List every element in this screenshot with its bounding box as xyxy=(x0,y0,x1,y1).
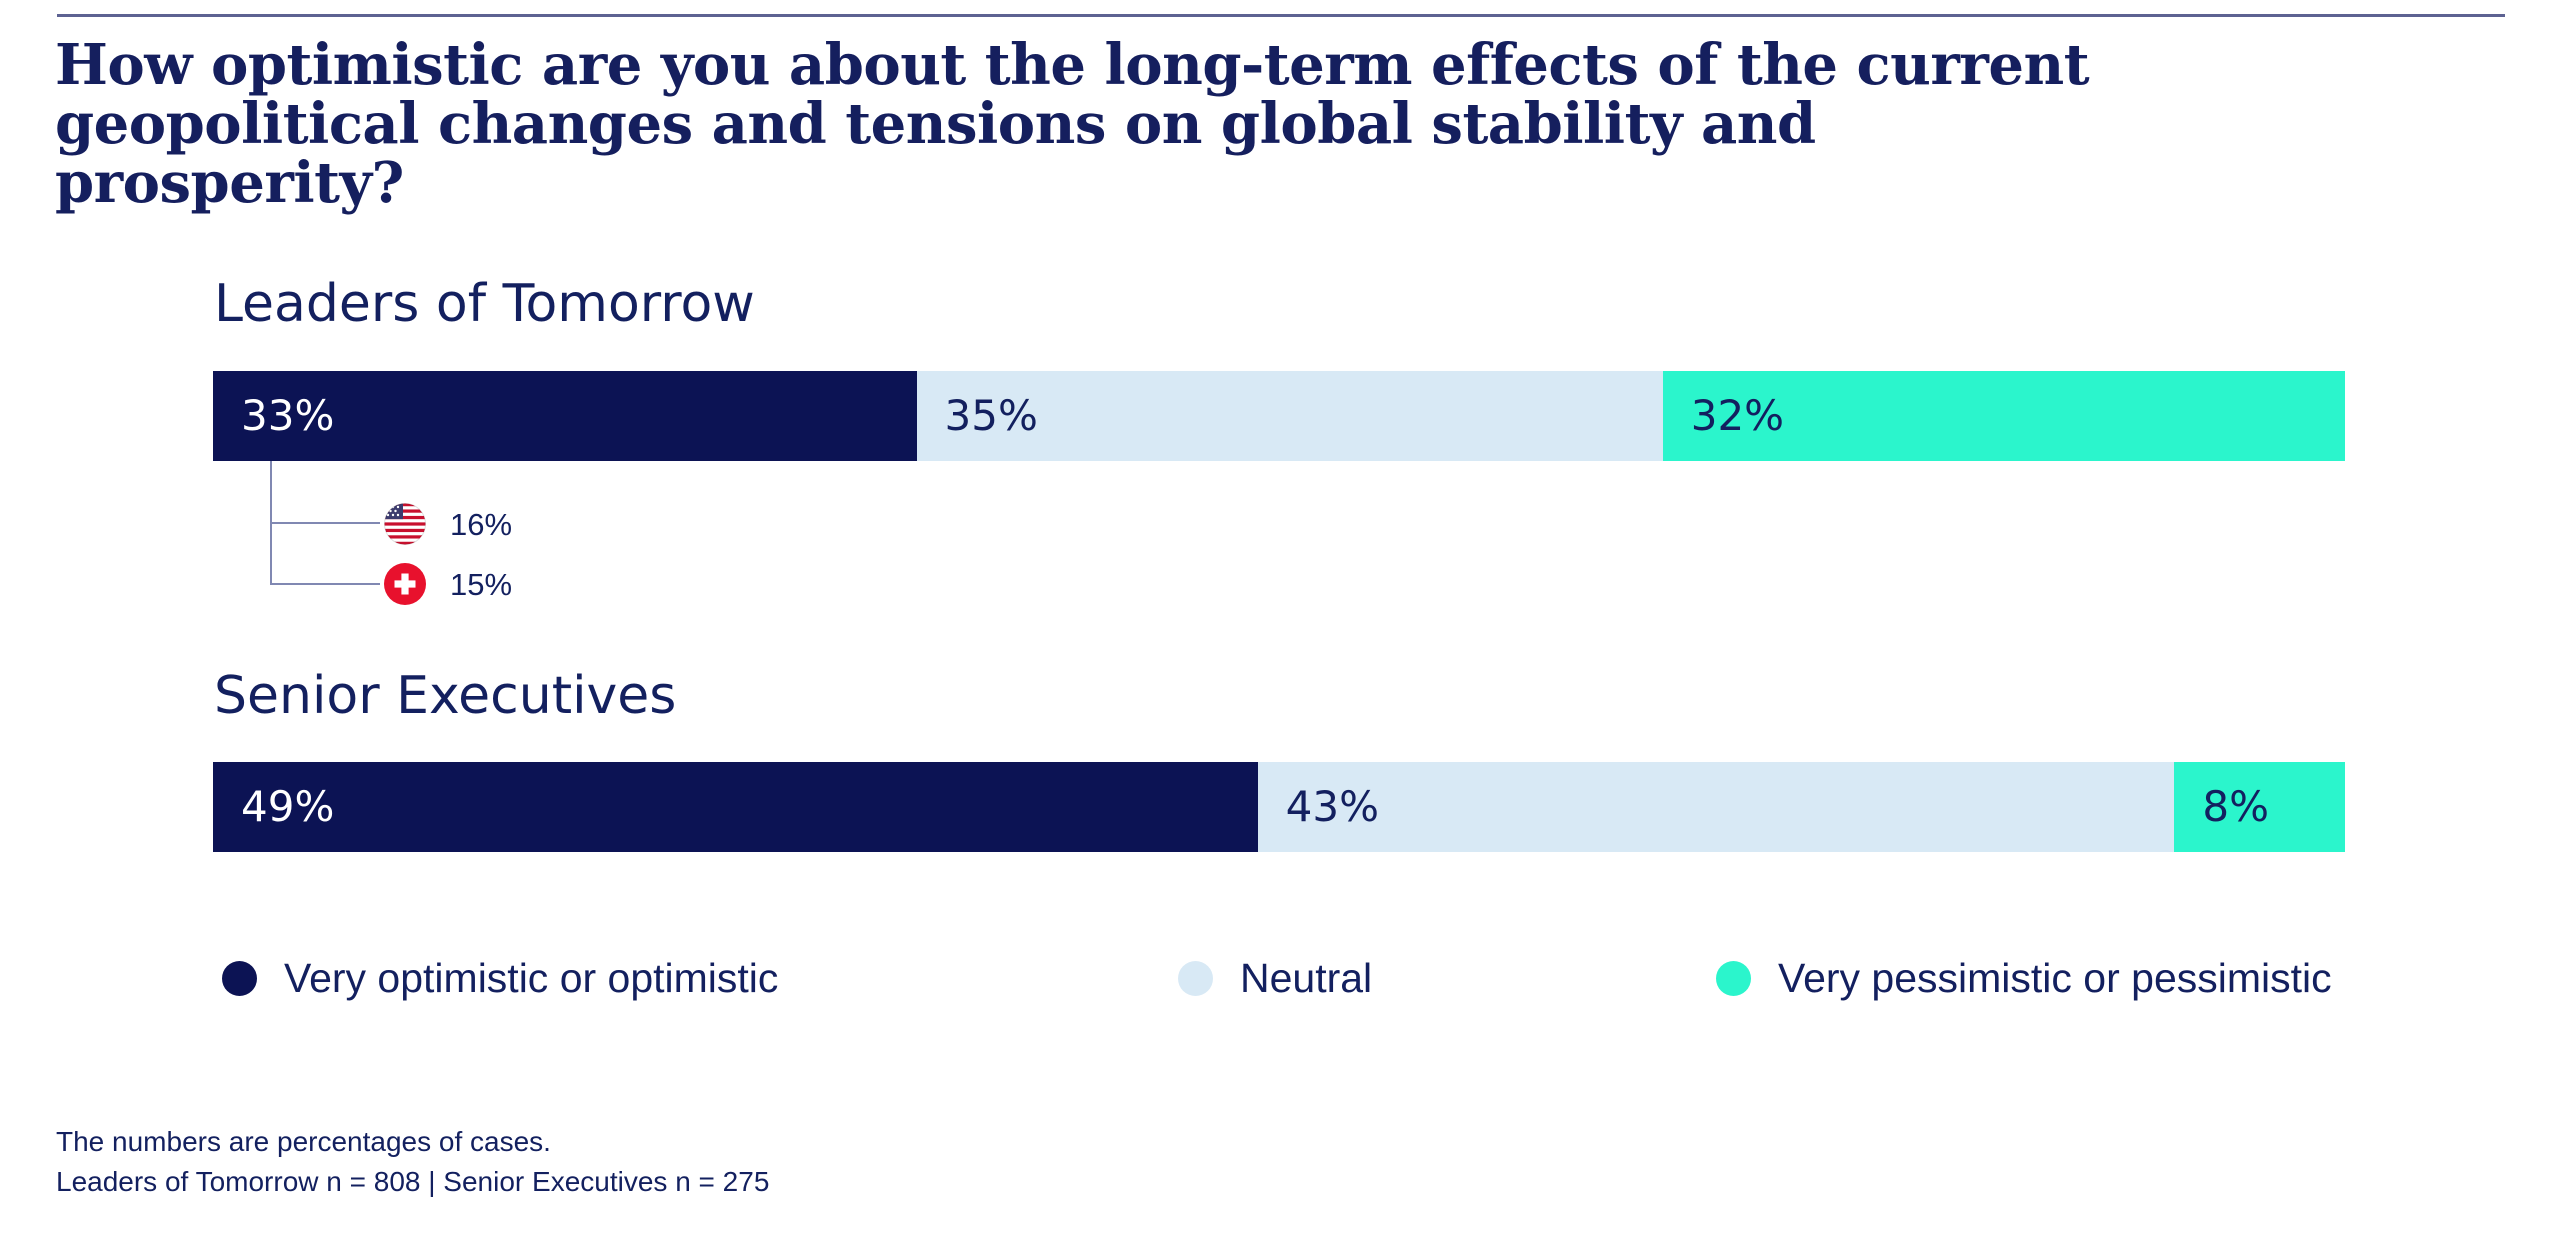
bar-segment-label: 49% xyxy=(241,782,335,831)
breakdown-row-united-states: 16% xyxy=(384,503,512,545)
legend-label-optimistic: Very optimistic or optimistic xyxy=(284,954,779,1001)
legend-dot-pessimistic xyxy=(1716,960,1751,996)
bar-segment-label: 32% xyxy=(1690,391,1785,440)
bar-segment-leaders-pessimistic: 32% xyxy=(1662,371,2345,461)
bar-segment-label: 8% xyxy=(2202,782,2270,831)
chart-title-line-1: How optimistic are you about the long-te… xyxy=(55,32,2090,98)
section-heading-leaders-of-tomorrow: Leaders of Tomorrow xyxy=(214,274,755,334)
footnote-line-2: Leaders of Tomorrow n = 808 | Senior Exe… xyxy=(56,1166,770,1197)
legend-item-neutral: Neutral xyxy=(1178,954,1373,1001)
footnote-line-1: The numbers are percentages of cases. xyxy=(56,1126,551,1157)
swiss-flag-icon xyxy=(384,563,426,605)
bar-segment-executives-optimistic: 49% xyxy=(213,762,1258,852)
legend-item-optimistic: Very optimistic or optimistic xyxy=(222,954,779,1001)
chart-title: How optimistic are you about the long-te… xyxy=(55,36,2155,213)
section-heading-senior-executives: Senior Executives xyxy=(214,666,677,726)
bar-segment-executives-pessimistic: 8% xyxy=(2174,762,2345,852)
breakdown-value-united-states: 16% xyxy=(450,506,513,542)
chart-title-line-2: geopolitical changes and tensions on glo… xyxy=(55,91,1816,216)
breakdown-connector-line-us xyxy=(270,522,380,524)
legend-item-pessimistic: Very pessimistic or pessimistic xyxy=(1716,954,2332,1001)
bar-segment-executives-neutral: 43% xyxy=(1257,762,2175,852)
breakdown-value-switzerland: 15% xyxy=(450,566,513,602)
bar-segment-leaders-neutral: 35% xyxy=(916,371,1663,461)
top-divider-rule xyxy=(57,14,2505,17)
footnote: The numbers are percentages of cases. Le… xyxy=(56,1122,769,1202)
breakdown-connector-line-switzerland xyxy=(270,583,380,585)
stacked-bar-senior-executives: 49% 43% 8% xyxy=(213,762,2345,852)
bar-segment-label: 33% xyxy=(241,391,335,440)
stacked-bar-leaders-of-tomorrow: 33% 35% 32% xyxy=(213,371,2345,461)
legend-dot-neutral xyxy=(1178,960,1213,996)
legend-label-neutral: Neutral xyxy=(1240,954,1373,1001)
bar-segment-leaders-optimistic: 33% xyxy=(213,371,917,461)
legend-label-pessimistic: Very pessimistic or pessimistic xyxy=(1778,954,2332,1001)
bar-segment-label: 35% xyxy=(944,391,1038,440)
us-flag-icon xyxy=(384,503,426,545)
legend-dot-optimistic xyxy=(222,960,257,996)
bar-segment-label: 43% xyxy=(1285,782,1380,831)
breakdown-row-switzerland: 15% xyxy=(384,563,512,605)
